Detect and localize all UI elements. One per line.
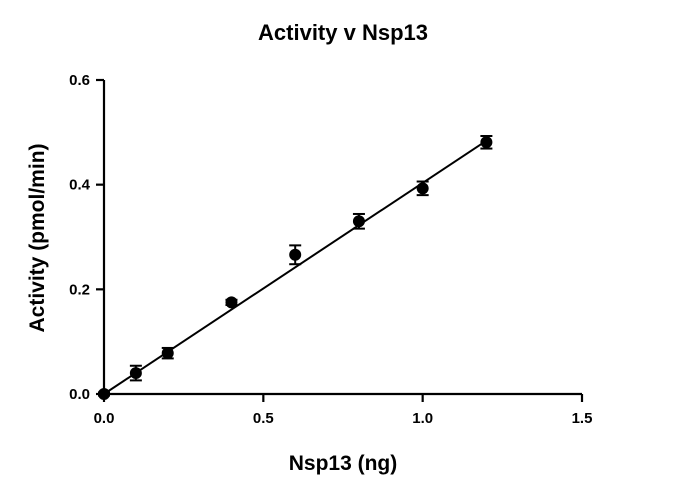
y-tick-label: 0.4 [69,177,91,194]
x-tick-label: 0.5 [253,410,274,427]
x-axis-label: Nsp13 (ng) [289,452,398,475]
fit-line-group [103,139,487,395]
y-tick-label: 0.0 [69,386,90,403]
y-axis-label: Activity (pmol/min) [26,143,49,332]
data-point [480,136,493,149]
axes [102,80,582,396]
data-point [98,388,110,400]
data-point [129,367,142,380]
data-point [289,248,302,261]
x-axis-ticks: 0.0 0.5 1.0 1.5 [94,394,593,427]
fit-line [103,139,487,395]
data-point [352,215,365,228]
y-axis-ticks: 0.0 0.2 0.4 0.6 [69,72,104,403]
x-tick-label: 1.0 [412,410,433,427]
chart-title: Activity v Nsp13 [258,20,428,45]
x-tick-label: 1.5 [572,410,593,427]
data-point [161,347,174,360]
data-point [416,182,429,195]
data-points [98,136,493,400]
data-point [225,296,238,309]
x-tick-label: 0.0 [94,410,115,427]
y-tick-label: 0.2 [69,281,90,298]
y-tick-label: 0.6 [69,72,90,89]
